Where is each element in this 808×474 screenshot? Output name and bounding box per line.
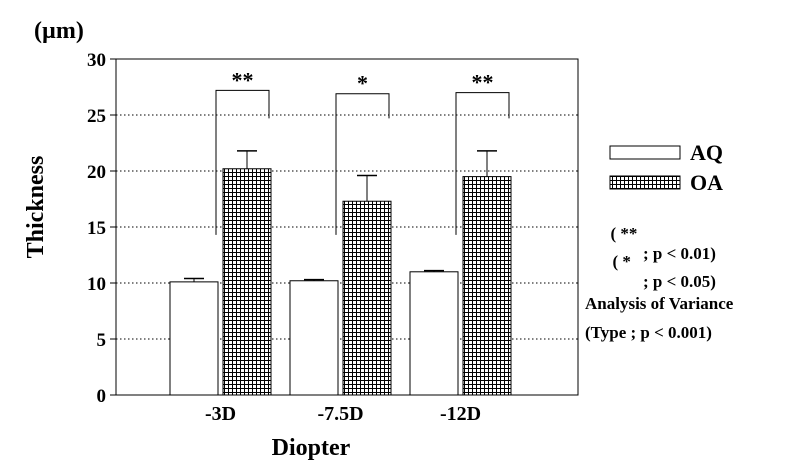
y-unit-label: (µm) [34, 18, 84, 44]
bar-aq-1 [169, 281, 219, 396]
bars [169, 168, 512, 396]
legend-label-oa: OA [690, 170, 723, 195]
note-p001-text: ; p < 0.01) [643, 244, 716, 263]
x-axis-tick-labels: -3D -7.5D -12D [205, 403, 481, 425]
note-p001-symbol: ( ** [610, 224, 638, 243]
legend: AQ OA [609, 140, 723, 195]
significance-label: ** [472, 70, 494, 95]
anova-result: (Type ; p < 0.001) [585, 323, 712, 342]
x-axis-title: Diopter [272, 435, 351, 461]
y-axis-title: Thickness [23, 156, 49, 259]
bar-oa-3 [462, 176, 512, 396]
x-tick-label: -3D [205, 403, 236, 425]
note-p001: ( ** ; p < 0.01) [602, 204, 716, 264]
x-tick-label: -7.5D [317, 403, 363, 425]
note-p005-text: ; p < 0.05) [643, 272, 716, 291]
significance-label: ** [232, 67, 254, 92]
error-bars [184, 150, 497, 282]
significance-brackets: ** * ** [215, 67, 510, 235]
note-p005: ( * ; p < 0.05) [604, 232, 716, 292]
y-tick-label: 10 [87, 274, 106, 295]
significance-bracket [455, 92, 510, 235]
legend-swatch-aq [609, 145, 681, 160]
y-tick-label: 20 [87, 162, 106, 183]
y-axis-ticks: 0 5 10 15 20 25 30 [87, 50, 116, 407]
anova-title: Analysis of Variance [585, 294, 734, 313]
y-tick-label: 30 [87, 50, 106, 71]
significance-bracket [215, 89, 270, 235]
y-tick-label: 25 [87, 106, 106, 127]
note-p005-symbol: ( * [612, 252, 631, 271]
significance-bracket [335, 93, 390, 235]
legend-label-aq: AQ [690, 140, 723, 165]
x-tick-label: -12D [440, 403, 481, 425]
bar-oa-1 [222, 168, 272, 396]
bar-aq-3 [409, 271, 459, 396]
legend-swatch-oa [609, 175, 681, 190]
y-tick-label: 15 [87, 218, 106, 239]
y-tick-label: 5 [97, 330, 107, 351]
bar-aq-2 [289, 280, 339, 396]
bar-oa-2 [342, 200, 392, 396]
y-tick-label: 0 [97, 386, 107, 407]
significance-label: * [357, 71, 368, 96]
